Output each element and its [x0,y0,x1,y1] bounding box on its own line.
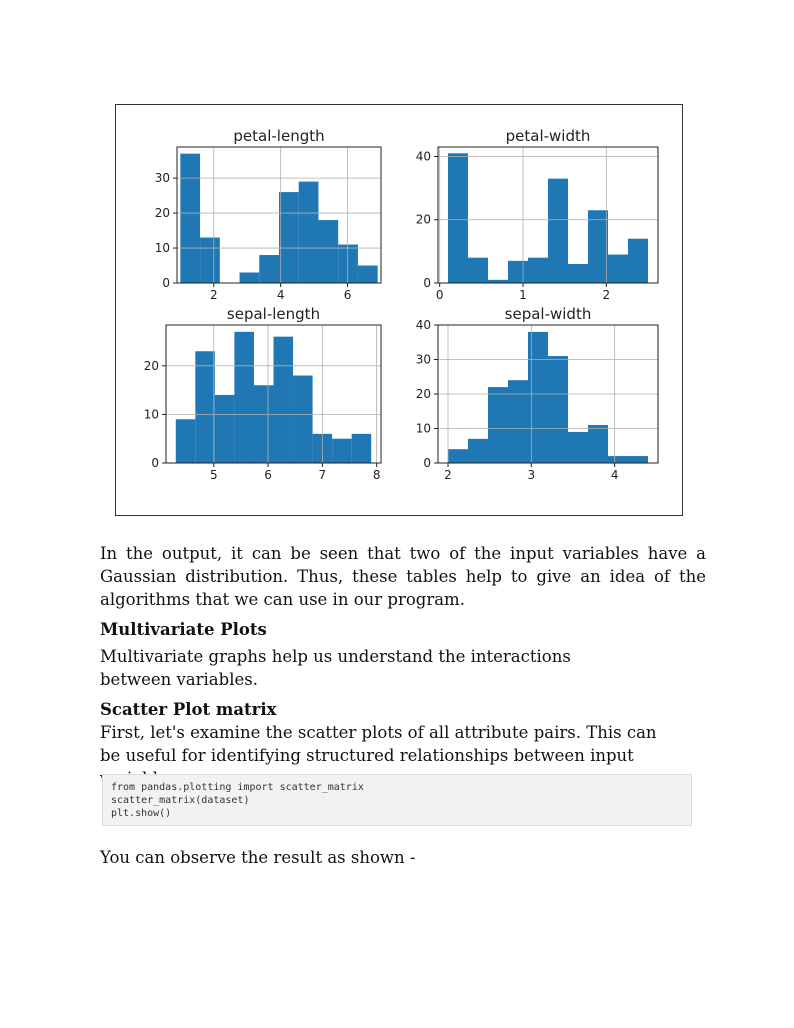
x-tick-label: 6 [264,468,272,482]
histogram-bar [357,265,378,283]
paragraph-output-description: In the output, it can be seen that two o… [100,544,706,609]
y-tick-label: 0 [151,456,159,470]
code-block: from pandas.plotting import scatter_matr… [102,774,692,826]
histogram-bar [548,356,568,463]
y-tick-label: 10 [144,407,159,421]
y-tick-label: 40 [416,318,431,332]
histogram-bar [608,254,628,283]
subplot-title: petal-length [233,127,324,145]
histogram-bar [508,380,528,463]
y-tick-label: 0 [423,276,431,290]
histogram-bar [488,387,508,463]
paragraph-observe-result: You can observe the result as shown - [100,848,416,867]
histogram-bar [628,456,648,463]
x-tick-label: 3 [528,468,536,482]
subplot-sepal-length: 5 6 7 8 0 10 20 sepal-length [144,305,382,482]
y-tick-label: 40 [416,149,431,163]
y-tick-label: 20 [155,206,170,220]
histogram-bar [528,257,548,283]
code-line: from pandas.plotting import scatter_matr… [111,782,364,793]
paragraph-scatter-description: First, let's examine the scatter plots o… [100,723,657,788]
histogram-bar [338,244,358,283]
histogram-bar [253,385,274,463]
code-line: scatter_matrix(dataset) [111,795,250,806]
axes-frame [176,146,382,284]
histogram-bar [608,456,628,463]
code-line: plt.show() [111,808,172,819]
histogram-bar [468,257,488,283]
y-tick-label: 10 [416,422,431,436]
histogram-bar [234,331,254,463]
subplot-title: sepal-length [227,305,320,323]
x-tick-label: 4 [277,288,285,302]
histogram-bar [273,336,294,463]
y-tick-label: 0 [162,276,170,290]
histogram-bar [239,272,260,283]
y-tick-label: 10 [155,241,170,255]
subplot-petal-length: 2 4 6 0 10 20 30 petal-length [155,127,382,302]
x-tick-label: 2 [444,468,452,482]
paragraph-multivariate-description: Multivariate graphs help us understand t… [100,647,571,689]
histogram-bar [351,433,372,463]
histogram-bar [332,438,352,463]
x-tick-label: 1 [519,288,527,302]
x-tick-label: 2 [210,288,218,302]
y-tick-label: 20 [416,387,431,401]
y-tick-label: 20 [144,359,159,373]
histogram-bar [548,178,568,283]
histogram-bar [588,210,608,283]
histogram-bar [448,449,468,463]
x-tick-label: 5 [210,468,218,482]
x-tick-label: 8 [373,468,381,482]
axes-frame [165,324,382,464]
x-tick-label: 4 [611,468,619,482]
histogram-bar [628,238,648,283]
histogram-bar [180,153,201,283]
histogram-bar [568,431,588,463]
histogram-bar [468,438,488,463]
histogram-bar [568,264,588,283]
y-tick-label: 30 [416,353,431,367]
histogram-bar [175,419,196,463]
histogram-bar [448,153,468,283]
x-tick-label: 6 [344,288,352,302]
heading-scatter-plot-matrix: Scatter Plot matrix [100,700,277,719]
histogram-bar [488,279,508,283]
histogram-bar [200,237,220,283]
x-tick-label: 2 [603,288,611,302]
histogram-bar [508,260,528,283]
histogram-bar [318,220,339,283]
heading-multivariate-plots: Multivariate Plots [100,620,267,639]
histogram-bar [528,331,548,463]
histogram-bar [214,394,235,463]
subplot-title: petal-width [506,127,591,145]
x-tick-label: 7 [319,468,327,482]
histogram-bar [279,192,299,283]
y-tick-label: 20 [416,213,431,227]
histogram-figure: 2 4 6 0 10 20 30 petal-length 0 1 2 0 20 40 petal-widt… [115,104,683,516]
x-tick-label: 0 [436,288,444,302]
histogram-bar [298,181,319,283]
histogram-bar [588,425,608,463]
y-tick-label: 30 [155,171,170,185]
subplot-title: sepal-width [505,305,592,323]
axes-frame [437,146,659,284]
y-tick-label: 0 [423,456,431,470]
histogram-bar [259,255,279,283]
histogram-bar [293,375,313,463]
histogram-bar [195,351,215,463]
